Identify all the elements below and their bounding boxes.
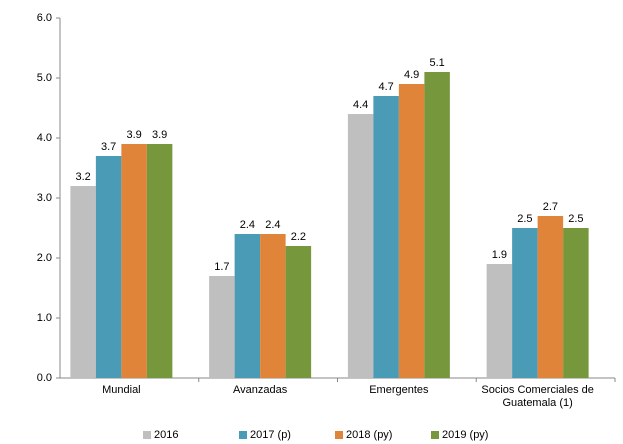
bar (70, 186, 96, 378)
y-tick-label: 1.0 (37, 312, 52, 324)
legend-swatch (431, 431, 439, 439)
bar (260, 234, 286, 378)
value-label: 2.7 (543, 201, 558, 213)
legend-label: 2018 (py) (346, 429, 392, 441)
y-tick-label: 2.0 (37, 252, 52, 264)
legend-label: 2016 (154, 429, 178, 441)
bar (209, 276, 235, 378)
bar (486, 264, 513, 378)
value-label: 3.2 (75, 171, 90, 183)
x-tick-label: Avanzadas (233, 384, 288, 396)
y-tick-label: 3.0 (37, 192, 52, 204)
x-tick-label: Socios Comerciales de Guatemala (1) (481, 384, 594, 409)
y-tick-label: 5.0 (37, 72, 52, 84)
legend-label: 2019 (py) (442, 429, 488, 441)
y-tick-label: 4.0 (37, 132, 52, 144)
value-label: 5.1 (429, 57, 444, 69)
value-label: 3.9 (126, 129, 141, 141)
x-tick-label: Emergentes (369, 384, 429, 396)
legend-swatch (335, 431, 343, 439)
value-label: 4.7 (378, 81, 393, 93)
legend-swatch (239, 431, 247, 439)
value-label: 3.7 (101, 141, 116, 153)
bar (512, 228, 538, 378)
bar (563, 228, 589, 378)
value-label: 2.5 (517, 213, 532, 225)
bar (347, 114, 374, 378)
y-tick-label: 6.0 (37, 12, 52, 24)
value-label: 3.9 (152, 129, 167, 141)
legend-label: 2017 (p) (250, 429, 291, 441)
legend-swatch (143, 431, 151, 439)
x-tick-label: Mundial (102, 384, 141, 396)
value-label: 2.5 (568, 213, 583, 225)
value-label: 2.4 (240, 219, 255, 231)
bar (537, 216, 564, 378)
value-label: 2.4 (265, 219, 280, 231)
bar (424, 72, 450, 378)
bar (95, 156, 122, 378)
bar (234, 234, 261, 378)
bar (146, 144, 173, 378)
value-label: 1.7 (214, 261, 229, 273)
value-label: 4.4 (353, 99, 368, 111)
bar (398, 84, 425, 378)
bar (373, 96, 399, 378)
bar (285, 246, 312, 378)
y-tick-label: 0.0 (37, 372, 52, 384)
value-label: 1.9 (492, 249, 507, 261)
value-label: 2.2 (291, 231, 306, 243)
value-label: 4.9 (404, 69, 419, 81)
bar (121, 144, 147, 378)
